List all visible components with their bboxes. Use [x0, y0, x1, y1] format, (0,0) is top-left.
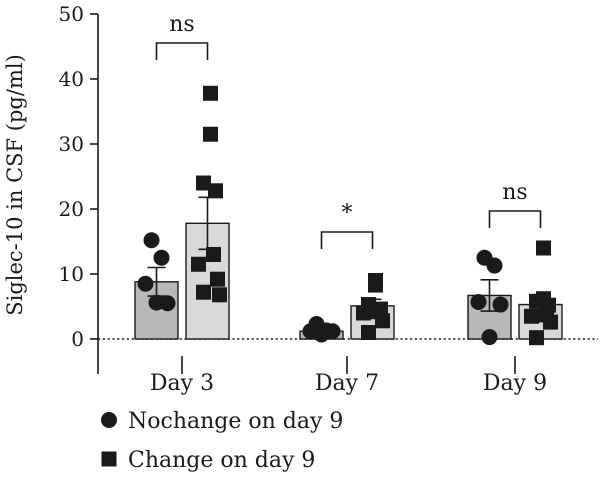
- sig-bracket-1: [320, 231, 374, 249]
- point-0-1-4: [313, 326, 330, 343]
- y-tick-label-0: 0: [71, 327, 84, 351]
- point-1-2-6: [543, 314, 558, 330]
- point-1-2-5: [524, 308, 539, 324]
- legend-label-1: Change on day 9: [128, 448, 315, 473]
- point-1-1-7: [361, 325, 376, 340]
- point-0-0-1: [153, 249, 170, 266]
- point-0-0-4: [148, 294, 165, 311]
- point-1-0-5: [191, 256, 206, 272]
- point-1-0-6: [210, 271, 225, 287]
- x-tick-label-2: Day 9: [483, 371, 547, 396]
- y-axis-label: Siglec-10 in CSF (pg/ml): [3, 54, 27, 316]
- point-1-0-7: [196, 284, 211, 300]
- point-0-0-0: [143, 232, 160, 249]
- point-1-1-5: [356, 305, 371, 321]
- y-tick-label-4: 40: [59, 67, 84, 91]
- legend-marker-0: [101, 412, 117, 428]
- point-1-2-0: [536, 240, 551, 256]
- point-0-2-1: [486, 257, 503, 274]
- sig-label-1: *: [342, 201, 353, 226]
- point-0-2-4: [481, 329, 498, 346]
- y-tick-label-5: 50: [59, 2, 84, 26]
- point-1-0-0: [203, 85, 218, 101]
- point-1-1-1: [368, 277, 383, 293]
- point-1-0-8: [212, 287, 227, 303]
- point-1-2-2: [529, 293, 544, 309]
- point-1-0-4: [206, 247, 221, 262]
- x-tick-label-0: Day 3: [150, 371, 214, 396]
- y-tick-label-1: 10: [59, 262, 84, 286]
- sig-bracket-0: [155, 42, 209, 60]
- sig-label-0: ns: [169, 12, 194, 37]
- legend-marker-1: [101, 451, 117, 467]
- point-1-0-2: [196, 175, 211, 191]
- y-tick-label-2: 20: [59, 197, 84, 221]
- point-0-2-3: [492, 296, 509, 313]
- sig-label-2: ns: [502, 180, 527, 205]
- legend-label-0: Nochange on day 9: [128, 409, 343, 434]
- point-0-0-2: [137, 275, 154, 292]
- point-1-2-7: [529, 330, 544, 346]
- y-tick-label-3: 30: [59, 132, 84, 156]
- x-tick-label-1: Day 7: [315, 371, 379, 396]
- sig-bracket-2: [488, 210, 542, 228]
- point-1-1-6: [375, 313, 390, 329]
- point-1-0-1: [203, 126, 218, 142]
- point-1-0-3: [208, 183, 223, 199]
- point-0-2-2: [470, 293, 487, 310]
